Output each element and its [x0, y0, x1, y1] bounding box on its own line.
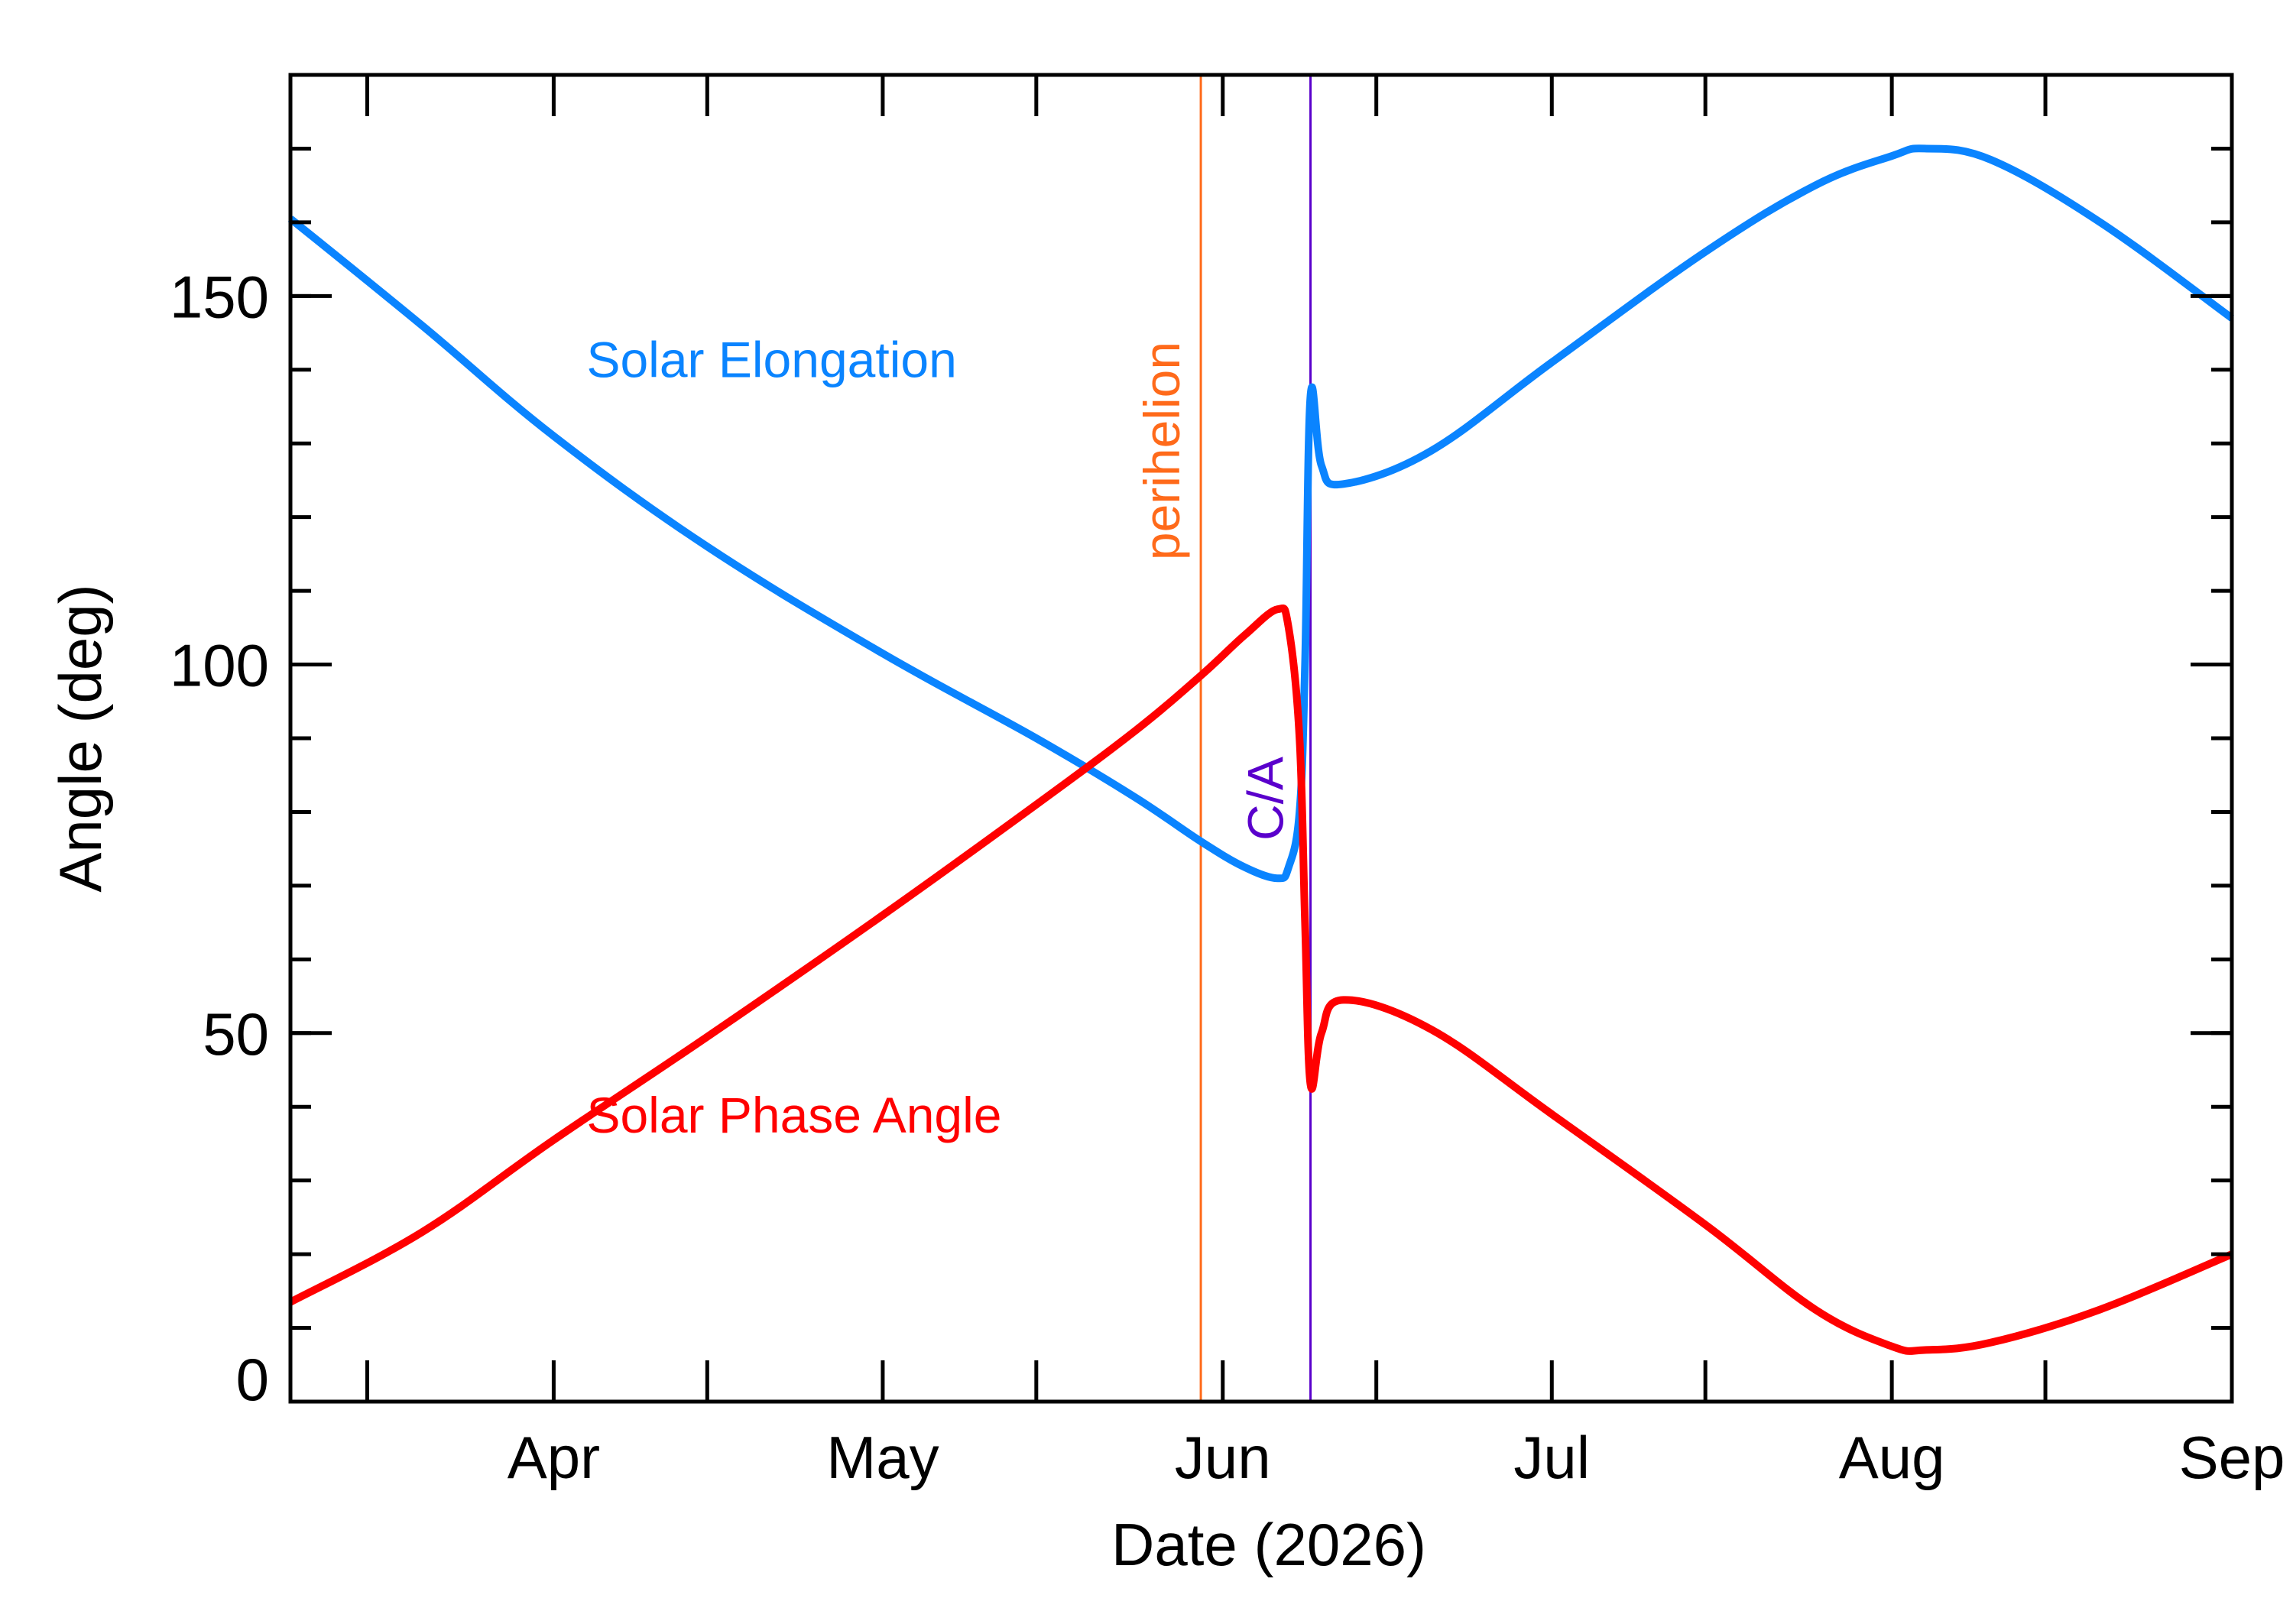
y-axis-title: Angle (deg): [47, 584, 114, 892]
x-tick-label: Sep: [2179, 1424, 2285, 1491]
x-tick-label: Jun: [1175, 1424, 1271, 1491]
y-tick-label: 100: [170, 632, 269, 699]
solar-phase-angle-label: Solar Phase Angle: [586, 1087, 1001, 1143]
y-tick-label: 0: [236, 1346, 269, 1413]
y-tick-label: 150: [170, 263, 269, 330]
x-tick-label: Jul: [1513, 1424, 1590, 1491]
axis-ticks: [290, 73, 2234, 1404]
x-tick-label: Apr: [508, 1424, 600, 1491]
solar-elongation-label: Solar Elongation: [586, 331, 956, 387]
series-layer: [287, 144, 2234, 1355]
annotation-lines: [1199, 75, 1312, 1402]
perihelion-label: perihelion: [1134, 342, 1190, 560]
y-tick-label: 50: [203, 1000, 269, 1068]
text-labels: Apr May Jun Jul Aug Sep 0 50 100 150 Date (2026) An…: [47, 263, 2285, 1578]
x-axis-title: Date (2026): [1111, 1511, 1426, 1578]
closest-approach-label: C/A: [1237, 757, 1294, 841]
x-tick-label: Aug: [1839, 1424, 1945, 1491]
x-tick-label: May: [826, 1424, 939, 1491]
plot-frame: [288, 73, 2234, 1404]
series-line-solar-elongation: [287, 144, 2234, 883]
series-line-solar-phase-angle: [288, 604, 2233, 1355]
